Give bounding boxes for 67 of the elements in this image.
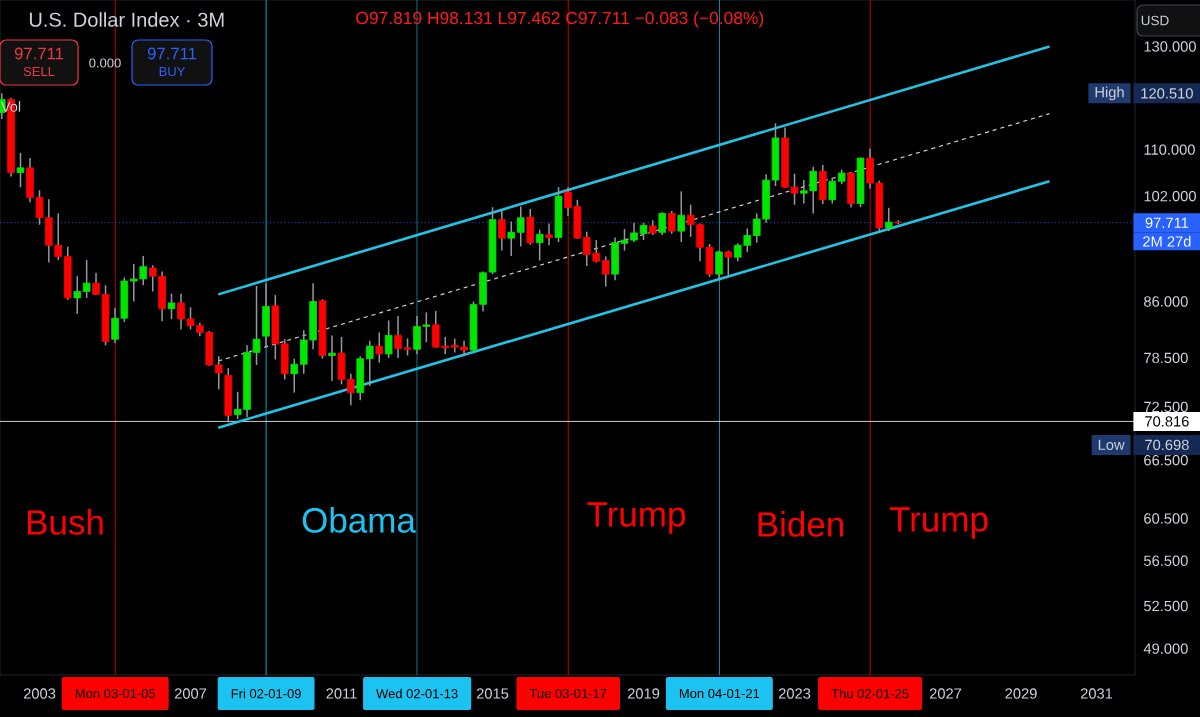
text: 70.698 [1145, 439, 1189, 451]
candlestick [375, 331, 384, 364]
y-tick-label: 52.500 [1144, 600, 1188, 612]
ref-line-label: Mon 04-01-21 [679, 688, 760, 699]
ref-line-label: Mon 03-01-05 [75, 688, 156, 699]
ref-line-label: Wed 02-01-13 [376, 688, 458, 699]
candlestick [601, 255, 610, 288]
annotation: Vol [0, 101, 21, 112]
y-tick-label: 72.500 [1144, 401, 1188, 413]
y-tick-label: 86.000 [1144, 296, 1188, 307]
x-tick-label: 2031 [1080, 688, 1113, 699]
candlestick [715, 249, 723, 280]
candlestick [214, 355, 223, 391]
candlestick [328, 334, 336, 382]
annotation: 97.711 [147, 47, 197, 60]
x-tick-label: 2023 [778, 688, 811, 699]
candlestick [677, 190, 686, 243]
annotation: Trump [587, 502, 685, 534]
candlestick [516, 205, 525, 248]
annotation: Trump [889, 507, 988, 539]
candlestick [535, 229, 544, 262]
candlestick [667, 210, 676, 235]
candlestick [290, 357, 299, 394]
candlestick [384, 319, 393, 359]
x-tick-label: 2027 [929, 688, 962, 699]
y-tick-label: 66.500 [1144, 455, 1188, 466]
candlestick [73, 275, 82, 315]
text: USD [1141, 15, 1169, 26]
candlestick [16, 152, 25, 188]
candlestick [167, 292, 176, 320]
text: 2M 27d [1143, 235, 1191, 247]
ref-line-label: 70.816 [1145, 416, 1189, 427]
y-tick-label: 102.000 [1144, 191, 1196, 202]
candlestick [498, 210, 506, 252]
x-tick-label: 2019 [627, 688, 660, 699]
ref-line-label: Fri 02-01-09 [231, 688, 301, 699]
annotation: Low [1098, 439, 1125, 451]
candlestick [884, 207, 893, 232]
ref-line-label: Thu 02-01-25 [831, 688, 909, 699]
annotation: Bush [28, 509, 103, 535]
x-tick-label: 2003 [23, 688, 56, 699]
x-tick-label: 2029 [1005, 688, 1037, 699]
candlestick [545, 222, 553, 247]
y-tick-label: 60.500 [1144, 513, 1188, 524]
ref-line-label: Tue 03-01-17 [529, 688, 607, 699]
x-tick-label: 2011 [326, 688, 357, 699]
y-tick-label: 56.500 [1144, 555, 1188, 566]
candlestick [724, 249, 733, 278]
annotation: High [1095, 86, 1124, 101]
y-tick-label: 110.000 [1144, 144, 1195, 155]
text: 120.510 [1141, 88, 1193, 99]
y-tick-label: 130.000 [1144, 41, 1196, 52]
annotation: Biden [758, 511, 843, 537]
x-tick-label: 2007 [174, 688, 207, 699]
candlestick [365, 339, 374, 387]
x-tick-label: 2015 [476, 688, 509, 699]
candlestick [658, 211, 667, 236]
annotation: SELL [23, 66, 55, 77]
candlestick [828, 177, 837, 205]
y-tick-label: 49.000 [1143, 643, 1188, 654]
annotation: Obama [302, 507, 416, 533]
ref-line-label: 97.711 [1145, 217, 1189, 228]
y-tick-label: 78.500 [1144, 352, 1188, 364]
candlestick [507, 220, 516, 257]
annotation: 97.711 [14, 47, 64, 60]
candlestick [82, 259, 91, 299]
annotation: BUY [159, 66, 186, 77]
